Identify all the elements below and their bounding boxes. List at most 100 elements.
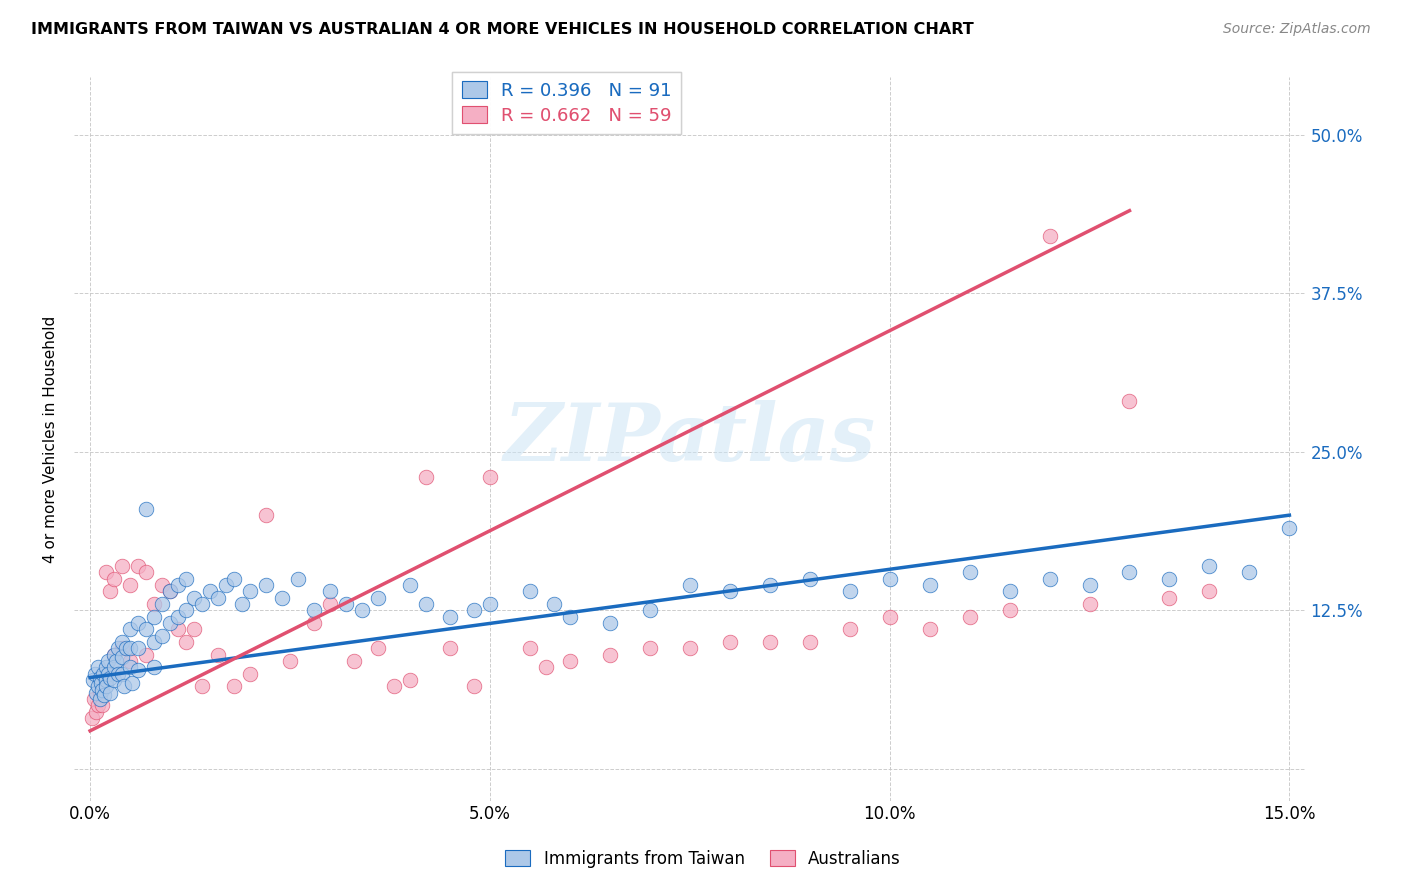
Point bbox=[97, 666, 120, 681]
Point bbox=[799, 635, 821, 649]
Point bbox=[231, 597, 253, 611]
Point bbox=[91, 666, 114, 681]
Point bbox=[534, 660, 557, 674]
Point bbox=[319, 597, 342, 611]
Point bbox=[1198, 584, 1220, 599]
Point bbox=[998, 584, 1021, 599]
Point bbox=[198, 584, 221, 599]
Point bbox=[103, 648, 125, 662]
Point bbox=[120, 578, 142, 592]
Point bbox=[94, 666, 117, 681]
Point bbox=[174, 572, 197, 586]
Point bbox=[111, 641, 134, 656]
Point bbox=[215, 578, 238, 592]
Point bbox=[97, 654, 120, 668]
Point bbox=[399, 673, 422, 687]
Point bbox=[1278, 521, 1301, 535]
Point bbox=[103, 660, 125, 674]
Point bbox=[1159, 591, 1181, 605]
Point bbox=[87, 698, 110, 713]
Point bbox=[91, 698, 114, 713]
Point bbox=[143, 660, 166, 674]
Point bbox=[207, 648, 229, 662]
Point bbox=[94, 660, 117, 674]
Point bbox=[287, 572, 309, 586]
Point bbox=[135, 623, 157, 637]
Point bbox=[183, 591, 205, 605]
Point bbox=[478, 597, 501, 611]
Point bbox=[758, 635, 780, 649]
Point bbox=[918, 578, 941, 592]
Point bbox=[959, 566, 981, 580]
Point bbox=[111, 558, 134, 573]
Point bbox=[519, 584, 541, 599]
Point bbox=[415, 597, 437, 611]
Point bbox=[112, 680, 135, 694]
Point bbox=[382, 680, 405, 694]
Point bbox=[302, 603, 325, 617]
Point bbox=[143, 609, 166, 624]
Point bbox=[174, 635, 197, 649]
Legend: R = 0.396   N = 91, R = 0.662   N = 59: R = 0.396 N = 91, R = 0.662 N = 59 bbox=[453, 72, 681, 134]
Point bbox=[127, 615, 149, 630]
Point bbox=[679, 578, 702, 592]
Point bbox=[998, 603, 1021, 617]
Point bbox=[519, 641, 541, 656]
Point bbox=[1078, 597, 1101, 611]
Point bbox=[335, 597, 357, 611]
Point bbox=[86, 705, 108, 719]
Point bbox=[143, 635, 166, 649]
Point bbox=[150, 597, 173, 611]
Point bbox=[367, 591, 389, 605]
Point bbox=[399, 578, 422, 592]
Point bbox=[191, 597, 214, 611]
Point bbox=[86, 686, 108, 700]
Point bbox=[638, 641, 661, 656]
Point bbox=[103, 648, 125, 662]
Point bbox=[150, 578, 173, 592]
Point bbox=[103, 572, 125, 586]
Point bbox=[167, 578, 190, 592]
Point bbox=[111, 650, 134, 665]
Point bbox=[167, 623, 190, 637]
Point bbox=[174, 603, 197, 617]
Point bbox=[143, 597, 166, 611]
Point bbox=[478, 470, 501, 484]
Point bbox=[1118, 394, 1140, 409]
Point bbox=[90, 675, 112, 690]
Point bbox=[558, 609, 581, 624]
Point bbox=[959, 609, 981, 624]
Point bbox=[159, 584, 181, 599]
Point bbox=[98, 584, 121, 599]
Point bbox=[191, 680, 214, 694]
Point bbox=[1038, 229, 1060, 244]
Point bbox=[111, 635, 134, 649]
Point bbox=[135, 501, 157, 516]
Point bbox=[135, 648, 157, 662]
Point bbox=[543, 597, 565, 611]
Point bbox=[135, 566, 157, 580]
Point bbox=[127, 663, 149, 677]
Point bbox=[121, 675, 143, 690]
Point bbox=[1038, 572, 1060, 586]
Point bbox=[222, 572, 245, 586]
Point bbox=[599, 615, 621, 630]
Point bbox=[104, 654, 127, 668]
Point bbox=[87, 680, 110, 694]
Point bbox=[1118, 566, 1140, 580]
Point bbox=[115, 641, 138, 656]
Point bbox=[98, 686, 121, 700]
Point bbox=[718, 635, 741, 649]
Point bbox=[183, 623, 205, 637]
Legend: Immigrants from Taiwan, Australians: Immigrants from Taiwan, Australians bbox=[499, 844, 907, 875]
Point bbox=[127, 641, 149, 656]
Point bbox=[254, 578, 277, 592]
Point bbox=[439, 641, 461, 656]
Point bbox=[82, 673, 104, 687]
Point bbox=[120, 623, 142, 637]
Point bbox=[94, 680, 117, 694]
Point bbox=[367, 641, 389, 656]
Point bbox=[1078, 578, 1101, 592]
Point bbox=[319, 584, 342, 599]
Point bbox=[415, 470, 437, 484]
